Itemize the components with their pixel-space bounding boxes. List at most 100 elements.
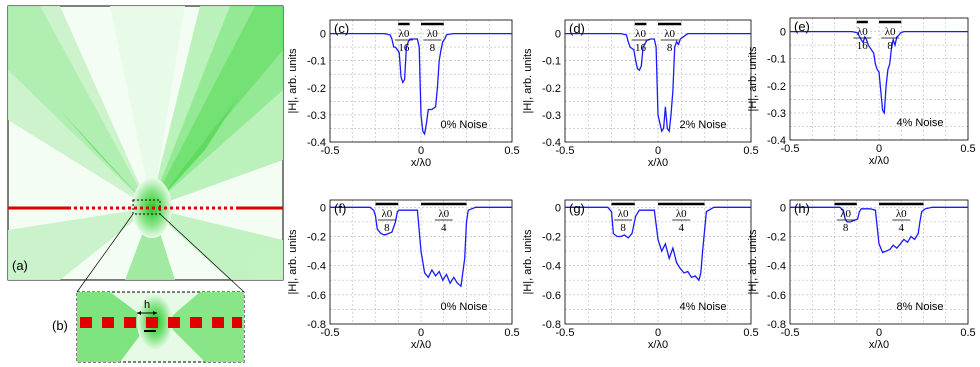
chart-c: 0 -0.1 -0.2 -0.3 -0.4-0.5 0 0.5 λ0 16 λ0 8 0% Noise… bbox=[287, 19, 520, 169]
noise-label: 0% Noise bbox=[440, 301, 487, 313]
chart-f: 0 -0.2 -0.4 -0.6 -0.8-0.5 0 0.5 λ0 8 λ0 4 0% Noise (… bbox=[287, 199, 520, 351]
y-tick-label: 0 bbox=[320, 29, 326, 41]
y-tick-label: 0 bbox=[780, 27, 786, 39]
fraction-numerator: λ0 bbox=[840, 208, 851, 220]
zoom-line-left bbox=[76, 213, 134, 293]
y-tick-label: -0.2 bbox=[542, 231, 561, 243]
y-tick-label: -0.3 bbox=[307, 110, 326, 122]
y-axis-label: |H|, arb. units bbox=[747, 229, 759, 295]
fraction-numerator: λ0 bbox=[664, 28, 675, 40]
panel-label: (h) bbox=[794, 201, 810, 216]
noise-label: 4% Noise bbox=[896, 117, 943, 129]
fraction-denominator: 4 bbox=[441, 222, 447, 234]
x-tick-label: -0.5 bbox=[781, 327, 800, 339]
x-tick-label: 0 bbox=[418, 327, 424, 339]
y-tick-label: -0.2 bbox=[307, 83, 326, 95]
fraction-numerator: λ0 bbox=[381, 208, 392, 220]
series-line bbox=[790, 206, 968, 254]
panel-b: h (b) bbox=[52, 291, 245, 363]
y-tick-label: 0 bbox=[780, 202, 786, 214]
x-tick-label: 0.5 bbox=[743, 145, 758, 157]
fraction-denominator: 16 bbox=[857, 40, 869, 52]
y-tick-label: -0.2 bbox=[542, 83, 561, 95]
y-tick-label: -0.8 bbox=[542, 319, 561, 331]
x-axis-label: x/λ0 bbox=[411, 339, 431, 351]
red-blocks bbox=[80, 317, 242, 328]
fraction-numerator: λ0 bbox=[399, 28, 410, 40]
y-tick-label: -0.4 bbox=[307, 261, 326, 273]
series-line bbox=[330, 32, 512, 136]
fraction-denominator: 16 bbox=[398, 42, 410, 54]
x-tick-label: 0.5 bbox=[504, 327, 519, 339]
panel-a: (a) bbox=[7, 5, 284, 293]
fraction-numerator: λ0 bbox=[885, 26, 896, 38]
x-tick-label: -0.5 bbox=[556, 145, 575, 157]
noise-label: 8% Noise bbox=[896, 301, 943, 313]
series-line bbox=[330, 206, 512, 288]
fraction-numerator: λ0 bbox=[857, 26, 868, 38]
x-tick-label: 0 bbox=[655, 145, 661, 157]
panel-a-label: (a) bbox=[12, 258, 28, 273]
x-axis-label: x/λ0 bbox=[648, 339, 668, 351]
fraction-denominator: 4 bbox=[679, 222, 685, 234]
y-axis-label: |H|, arb. units bbox=[522, 48, 534, 114]
series-line bbox=[565, 206, 751, 282]
zoom-line-right bbox=[159, 213, 245, 293]
y-tick-label: -0.3 bbox=[767, 108, 786, 120]
series-line bbox=[565, 32, 751, 134]
y-tick-label: -0.6 bbox=[307, 290, 326, 302]
fraction-denominator: 8 bbox=[667, 42, 673, 54]
x-tick-label: -0.5 bbox=[556, 327, 575, 339]
panel-b-label: (b) bbox=[52, 318, 68, 333]
fraction-denominator: 8 bbox=[620, 222, 626, 234]
axes-frame bbox=[564, 19, 752, 143]
axes-frame bbox=[564, 199, 752, 325]
chart-h: 0 -0.2 -0.4 -0.6 -0.8-0.5 0 0.5 λ0 8 λ0 4 8% Noise (… bbox=[747, 199, 976, 351]
y-tick-label: -0.2 bbox=[767, 81, 786, 93]
noise-label: 0% Noise bbox=[440, 119, 487, 131]
fraction-denominator: 4 bbox=[899, 222, 905, 234]
x-tick-label: 0.5 bbox=[504, 145, 519, 157]
y-axis-label: |H|, arb. units bbox=[287, 229, 299, 295]
axes-frame bbox=[789, 199, 969, 325]
panel-label: (g) bbox=[569, 201, 585, 216]
y-axis-label: |H|, arb. units bbox=[747, 46, 759, 112]
zoom-box bbox=[132, 199, 161, 215]
y-tick-label: -0.3 bbox=[542, 110, 561, 122]
fraction-denominator: 16 bbox=[635, 42, 647, 54]
fraction-numerator: λ0 bbox=[676, 208, 687, 220]
fraction-denominator: 8 bbox=[887, 40, 893, 52]
x-tick-label: 0.5 bbox=[960, 327, 975, 339]
x-axis-label: x/λ0 bbox=[869, 339, 889, 351]
chart-d: 0 -0.1 -0.2 -0.3 -0.4-0.5 0 0.5 λ0 16 λ0 8 2% Noise… bbox=[522, 19, 759, 169]
fraction-numerator: λ0 bbox=[618, 208, 629, 220]
x-tick-label: 0 bbox=[876, 327, 882, 339]
fraction-numerator: λ0 bbox=[427, 28, 438, 40]
axes-frame bbox=[329, 19, 513, 143]
y-tick-label: -0.1 bbox=[767, 54, 786, 66]
x-tick-label: -0.5 bbox=[781, 143, 800, 155]
y-tick-label: -0.8 bbox=[307, 319, 326, 331]
fraction-denominator: 8 bbox=[843, 222, 849, 234]
y-tick-label: -0.4 bbox=[767, 135, 786, 147]
h-label: h bbox=[144, 299, 150, 311]
y-tick-label: -0.1 bbox=[307, 56, 326, 68]
y-tick-label: 0 bbox=[555, 202, 561, 214]
axes-frame bbox=[789, 17, 969, 141]
fraction-numerator: λ0 bbox=[635, 28, 646, 40]
panel-label: (d) bbox=[569, 21, 585, 36]
panel-label: (c) bbox=[334, 21, 349, 36]
fraction-numerator: λ0 bbox=[896, 208, 907, 220]
y-tick-label: 0 bbox=[320, 202, 326, 214]
y-tick-label: 0 bbox=[555, 29, 561, 41]
y-tick-label: -0.2 bbox=[767, 231, 786, 243]
axes-frame bbox=[329, 199, 513, 325]
x-tick-label: 0.5 bbox=[960, 143, 975, 155]
fraction-denominator: 8 bbox=[430, 42, 436, 54]
y-axis-label: |H|, arb. units bbox=[287, 48, 299, 114]
y-tick-label: -0.4 bbox=[542, 261, 561, 273]
noise-label: 4% Noise bbox=[679, 301, 726, 313]
x-tick-label: 0 bbox=[418, 145, 424, 157]
